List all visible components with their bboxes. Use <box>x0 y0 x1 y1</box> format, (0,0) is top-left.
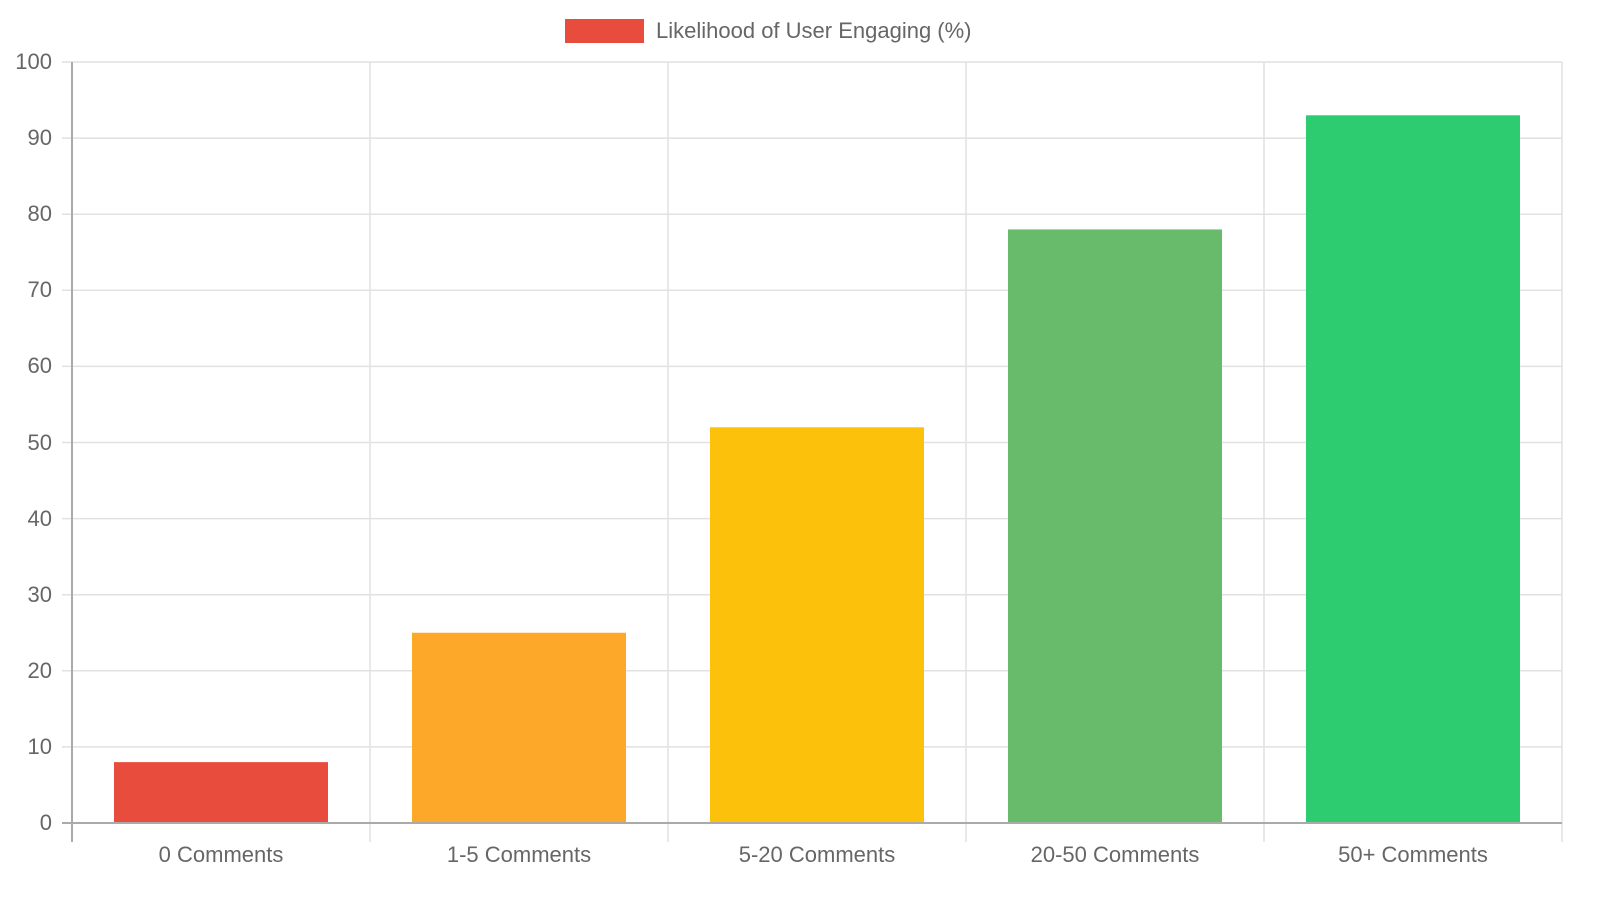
y-tick-label: 70 <box>27 277 52 303</box>
legend-swatch <box>565 19 644 43</box>
axes <box>62 62 1562 842</box>
x-tick-label: 50+ Comments <box>1338 842 1488 867</box>
x-tick-label: 5-20 Comments <box>738 842 896 867</box>
bar[interactable] <box>1306 115 1520 823</box>
legend[interactable]: Likelihood of User Engaging (%) <box>565 18 972 43</box>
y-tick-label: 40 <box>27 505 52 531</box>
y-tick-label: 90 <box>27 125 52 151</box>
bar[interactable] <box>710 427 924 823</box>
y-tick-label: 30 <box>27 581 52 607</box>
bar[interactable] <box>1008 229 1222 824</box>
x-tick-label: 0 Comments <box>158 842 284 867</box>
bar[interactable] <box>114 762 328 823</box>
y-tick-label: 80 <box>27 201 52 227</box>
y-tick-label: 50 <box>27 429 52 455</box>
bar[interactable] <box>412 632 626 823</box>
y-tick-label: 60 <box>27 353 52 379</box>
legend-label: Likelihood of User Engaging (%) <box>656 18 972 43</box>
y-tick-label: 20 <box>27 657 52 683</box>
bars <box>114 115 1520 824</box>
y-tick-label: 0 <box>39 810 52 835</box>
x-tick-label: 1-5 Comments <box>446 842 592 867</box>
y-tick-label: 100 <box>15 49 52 74</box>
x-tick-label: 20-50 Comments <box>1030 842 1200 867</box>
y-tick-label: 10 <box>27 733 52 759</box>
